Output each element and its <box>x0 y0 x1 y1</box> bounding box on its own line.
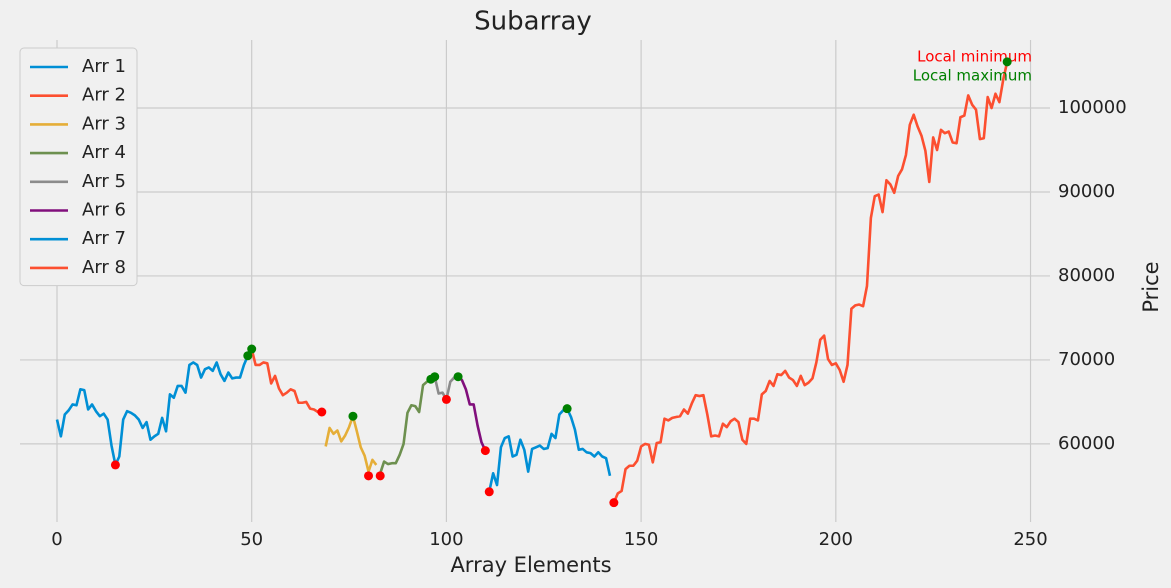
y-tick-label: 70000 <box>1058 349 1115 370</box>
series-line <box>378 378 432 474</box>
legend-label: Arr 1 <box>82 56 126 77</box>
marker-point <box>317 407 327 417</box>
marker-point <box>1002 57 1012 67</box>
marker-point <box>247 344 257 354</box>
marker-point <box>441 394 451 404</box>
x-axis-label: Array Elements <box>450 553 611 577</box>
chart-title: Subarray <box>474 7 592 37</box>
marker-point <box>364 471 374 481</box>
x-tick-label: 250 <box>1013 529 1047 550</box>
y-tick-label: 100000 <box>1058 97 1127 118</box>
marker-point <box>609 498 619 508</box>
marker-point <box>562 404 572 414</box>
y-tick-label: 60000 <box>1058 433 1115 454</box>
marker-point <box>453 372 463 382</box>
series-line <box>250 348 322 414</box>
legend-label: Arr 2 <box>82 85 126 106</box>
y-tick-label: 80000 <box>1058 265 1115 286</box>
marker-point <box>243 351 253 361</box>
series-line <box>457 375 487 452</box>
marker-point <box>480 446 490 456</box>
series-line <box>612 61 1009 504</box>
marker-point <box>110 460 120 470</box>
legend: Arr 1 Arr 2 Arr 3 Arr 4 Arr 5 Arr 6 Arr 7 Arr 8 <box>19 47 138 287</box>
marker-annotation: Local maximum <box>913 67 1032 85</box>
series-line <box>487 407 612 493</box>
x-tick-label: 100 <box>429 529 463 550</box>
x-tick-label: 50 <box>240 529 263 550</box>
legend-label: Arr 3 <box>82 113 126 134</box>
marker-annotation: Local minimum <box>917 48 1032 66</box>
x-tick-label: 200 <box>819 529 853 550</box>
series-line <box>324 414 378 473</box>
series-line <box>55 355 250 467</box>
legend-label: Arr 4 <box>82 142 126 163</box>
x-tick-label: 0 <box>51 529 62 550</box>
x-tick-label: 150 <box>624 529 658 550</box>
marker-point <box>430 372 440 382</box>
y-axis-label: Price <box>1139 261 1163 312</box>
marker-point <box>348 411 358 421</box>
marker-point <box>484 487 494 497</box>
legend-label: Arr 6 <box>82 200 126 221</box>
legend-box <box>19 47 138 287</box>
legend-label: Arr 5 <box>82 171 126 192</box>
y-tick-label: 90000 <box>1058 181 1115 202</box>
legend-label: Arr 7 <box>82 228 126 249</box>
marker-point <box>375 471 385 481</box>
legend-label: Arr 8 <box>82 257 126 278</box>
grid: 0 50 100 150 200 250 60000 70000 80000 90000 10000… <box>20 40 1127 550</box>
